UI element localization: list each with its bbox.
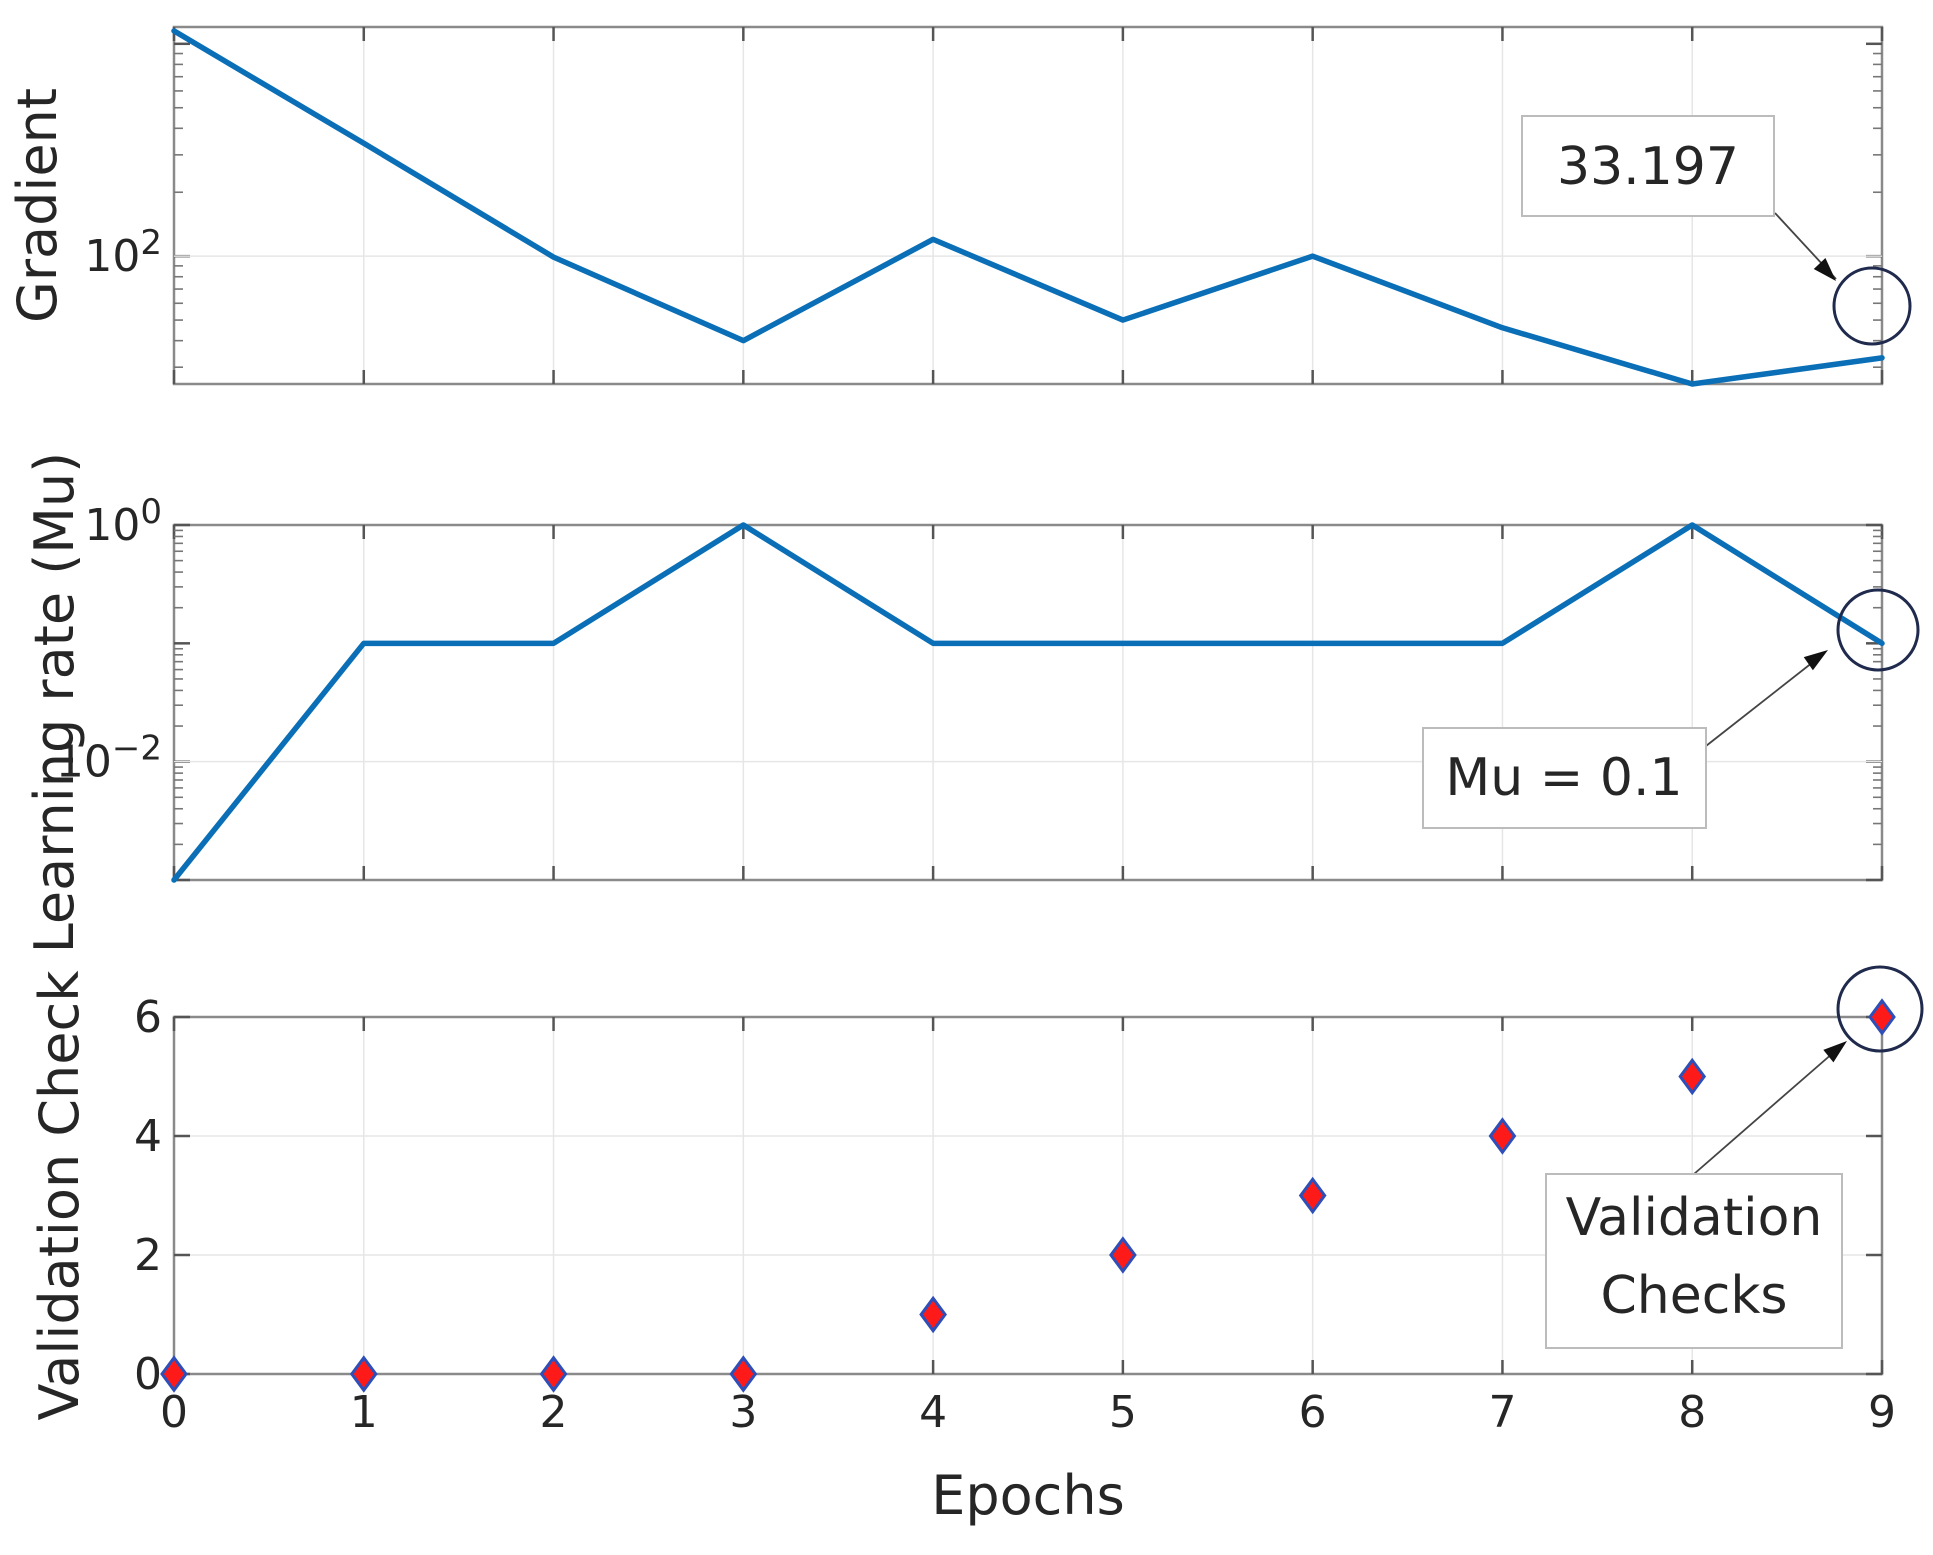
y-tick-label: 102 (84, 223, 162, 282)
annotation-text: Checks (1600, 1266, 1787, 1326)
arrow-head-icon (1803, 650, 1828, 671)
x-tick-label: 3 (729, 1387, 757, 1438)
y-axis-title: Learning rate (Mu) (23, 452, 86, 953)
x-axis-title: Epochs (931, 1464, 1124, 1527)
highlight-circle (1832, 266, 1912, 346)
x-tick-label: 7 (1488, 1387, 1516, 1438)
x-tick-label: 9 (1868, 1387, 1896, 1438)
series-line (171, 522, 1885, 883)
y-tick-label: 10−2 (56, 729, 162, 788)
annotation-box (1422, 727, 1707, 829)
x-tick-label: 0 (160, 1387, 188, 1438)
x-tick-label: 4 (919, 1387, 947, 1438)
y-axis-title: Gradient (6, 88, 69, 323)
annotation-text: Validation (1566, 1188, 1823, 1248)
data-point (349, 1355, 378, 1393)
highlight-circle (1836, 965, 1924, 1053)
x-tick-label: 6 (1299, 1387, 1327, 1438)
annotation-leader (1705, 654, 1823, 747)
gradient-panel: 102 Gradient 33.197 (6, 25, 1912, 387)
data-point (1868, 998, 1896, 1036)
y-tick-label: 6 (134, 992, 162, 1043)
data-point (919, 1295, 947, 1334)
annotation-leader (1693, 1045, 1842, 1175)
data-point (1109, 1236, 1137, 1274)
y-tick-label: 2 (134, 1230, 162, 1281)
highlight-circle (1836, 588, 1920, 672)
annotation-text: 33.197 (1557, 137, 1739, 197)
y-tick-label: 100 (84, 492, 162, 551)
validation-check-panel: 0 2 4 6 0 1 2 3 4 5 6 7 8 9 Validation Check Epochs Vali… (28, 965, 1924, 1527)
y-tick-label: 4 (134, 1111, 162, 1162)
data-point (1298, 1176, 1327, 1215)
data-point (1678, 1057, 1707, 1096)
x-tick-label: 8 (1678, 1387, 1706, 1438)
series-line (171, 28, 1885, 387)
data-point (729, 1355, 758, 1393)
x-tick-label: 5 (1109, 1387, 1137, 1438)
arrow-head-icon (1823, 1041, 1847, 1063)
x-tick-label: 1 (350, 1387, 378, 1438)
y-tick-label: 0 (134, 1349, 162, 1400)
data-point (1488, 1117, 1517, 1155)
arrow-head-icon (1813, 258, 1836, 281)
annotation-box (1545, 1173, 1843, 1349)
data-point (539, 1355, 568, 1393)
data-point (160, 1355, 188, 1393)
annotation-box (1521, 115, 1775, 217)
x-tick-label: 2 (540, 1387, 568, 1438)
annotation-text: Mu = 0.1 (1445, 748, 1682, 808)
y-axis-title: Validation Check (28, 970, 91, 1421)
